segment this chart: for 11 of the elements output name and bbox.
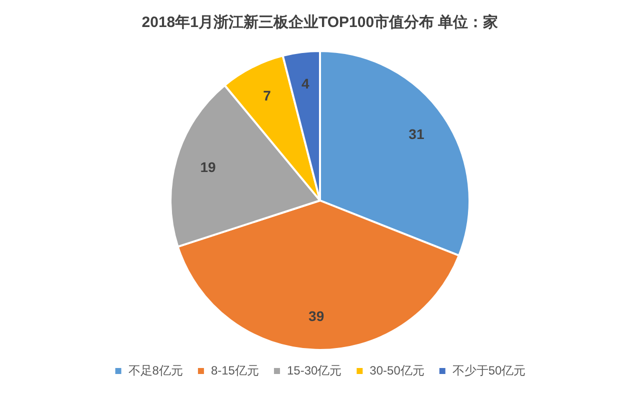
data-label: 7 [263, 87, 272, 104]
legend-label: 15-30亿元 [286, 363, 342, 378]
data-label: 31 [408, 126, 424, 142]
data-label: 4 [301, 76, 310, 92]
legend-label: 不足8亿元 [128, 363, 183, 378]
legend-label: 30-50亿元 [370, 363, 424, 378]
data-label: 19 [200, 158, 216, 175]
legend-label: 8-15亿元 [210, 363, 259, 378]
data-label: 39 [308, 308, 324, 324]
chart-title: 2018年1月浙江新三板企业TOP100市值分布 单位：家 [142, 13, 498, 32]
legend-label: 不少于50亿元 [452, 363, 526, 378]
